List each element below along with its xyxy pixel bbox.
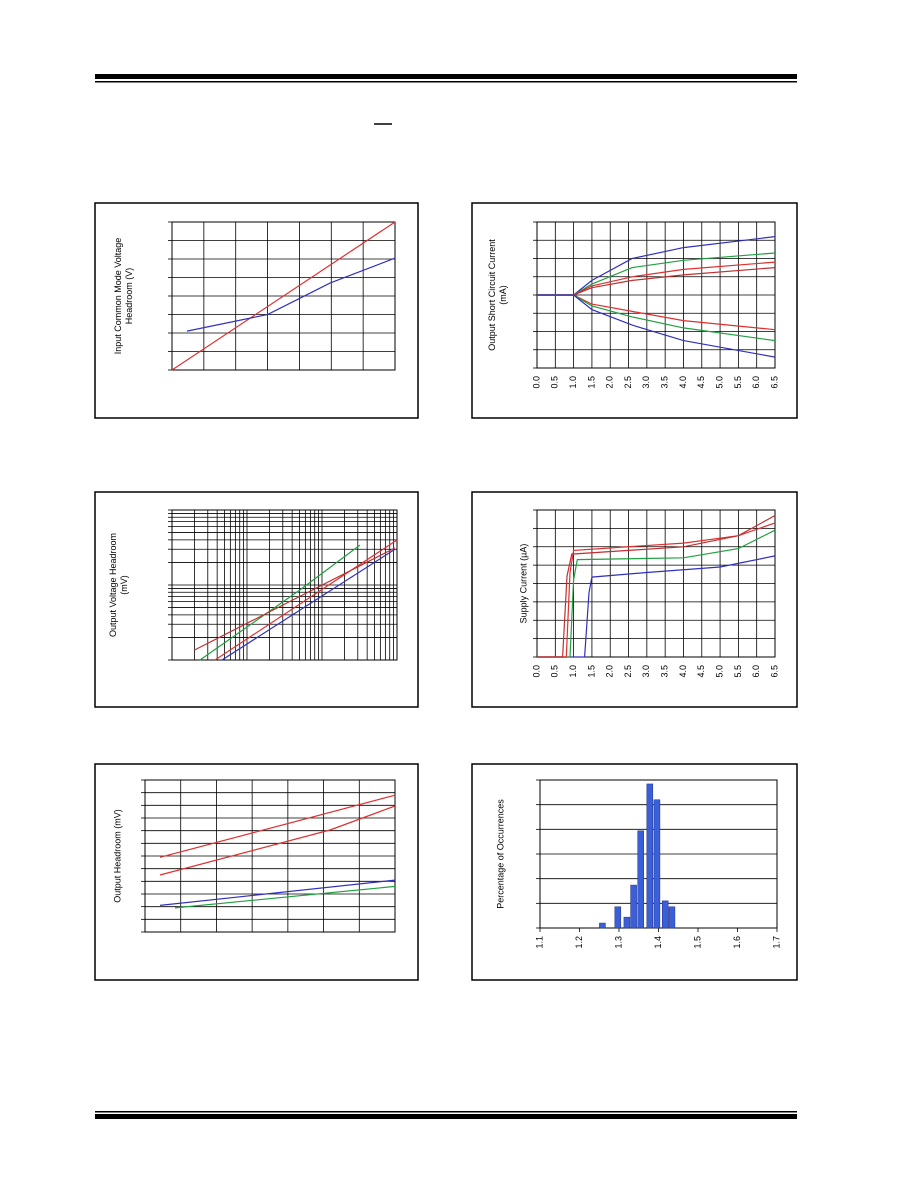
x-tick-label: 5.0	[714, 665, 724, 678]
series-line	[537, 261, 776, 296]
x-tick-label: 3.0	[641, 665, 651, 678]
series-line	[537, 267, 776, 296]
bar	[637, 830, 644, 929]
footer-rule	[95, 1111, 797, 1113]
x-tick-label: 5.5	[733, 376, 743, 389]
x-tick-label: 0.0	[531, 665, 541, 678]
y-axis-label: Supply Current (µA)	[518, 544, 528, 624]
bar	[653, 799, 661, 929]
plot-area	[171, 221, 396, 371]
x-tick-label: 2.5	[623, 376, 633, 389]
series-line	[537, 529, 776, 658]
y-axis-label: (mV)	[119, 575, 129, 595]
bar	[599, 922, 606, 929]
series-line	[174, 885, 396, 909]
x-tick-label: 0.5	[550, 665, 560, 678]
series-line	[537, 236, 776, 296]
panel-frame	[471, 491, 798, 708]
x-tick-label: 6.0	[751, 665, 761, 678]
x-tick-label: 1.0	[568, 376, 578, 389]
series-line	[194, 547, 396, 651]
bar	[646, 783, 654, 929]
x-tick-label: 6.0	[751, 376, 761, 389]
series-line	[159, 794, 396, 858]
series-line	[537, 555, 776, 658]
y-axis-label: Output Headroom (mV)	[112, 809, 122, 903]
panel-frame	[94, 763, 419, 981]
bar	[668, 906, 676, 929]
x-tick-label: 1.7	[771, 936, 781, 949]
x-tick-label: 6.5	[769, 376, 779, 389]
x-tick-label: 3.0	[641, 376, 651, 389]
series-line	[199, 544, 361, 661]
plot-area	[171, 509, 398, 661]
y-axis-label: Output Voltage Headroom	[108, 533, 118, 637]
panel-frame	[471, 763, 798, 981]
y-axis-label: Input Common Mode Voltage	[113, 238, 123, 355]
x-tick-label: 2.0	[605, 376, 615, 389]
panel-frame	[94, 202, 419, 419]
x-tick-label: 1.3	[613, 936, 623, 949]
x-tick-label: 2.5	[623, 665, 633, 678]
footer-rule	[95, 1114, 797, 1119]
x-tick-label: 4.5	[696, 376, 706, 389]
x-tick-label: 1.5	[586, 665, 596, 678]
series-line	[537, 514, 776, 658]
series-line	[537, 294, 776, 358]
bar	[614, 906, 622, 929]
header-rule	[95, 74, 797, 79]
x-tick-label: 2.0	[605, 665, 615, 678]
bar	[630, 884, 637, 929]
plot-area	[536, 509, 776, 658]
panel-frame	[94, 491, 419, 708]
series-line	[221, 548, 396, 661]
x-tick-label: 4.0	[678, 665, 688, 678]
x-tick-label: 3.5	[660, 665, 670, 678]
x-tick-label: 6.5	[769, 665, 779, 678]
x-tick-label: 1.5	[692, 936, 702, 949]
bar	[661, 900, 669, 929]
x-tick-label: 1.4	[653, 936, 663, 949]
series-line	[159, 805, 396, 876]
x-tick-label: 5.5	[733, 665, 743, 678]
series-line	[537, 294, 776, 331]
x-tick-label: 4.5	[696, 665, 706, 678]
series-line	[214, 539, 398, 661]
x-tick-label: 5.0	[714, 376, 724, 389]
x-tick-label: 1.0	[568, 665, 578, 678]
series-line	[537, 252, 776, 296]
x-tick-label: 1.6	[732, 936, 742, 949]
y-axis-label: Headroom (V)	[124, 268, 134, 325]
x-tick-label: 1.5	[586, 376, 596, 389]
series-line	[537, 294, 776, 342]
x-tick-label: 4.0	[678, 376, 688, 389]
series-line	[186, 257, 396, 332]
series-line	[159, 879, 396, 906]
plot-area	[144, 779, 396, 933]
bar	[623, 916, 631, 929]
header-rule	[95, 81, 797, 83]
y-axis-label: (mA)	[498, 285, 508, 305]
panel-frame	[471, 202, 798, 419]
x-tick-label: 0.5	[550, 376, 560, 389]
x-tick-label: 1.2	[574, 936, 584, 949]
x-tick-label: 0.0	[531, 376, 541, 389]
x-tick-label: 1.1	[534, 936, 544, 949]
y-axis-label: Output Short Circuit Current	[487, 239, 497, 351]
y-axis-label: Percentage of Occurrences	[495, 799, 505, 909]
x-tick-label: 3.5	[660, 376, 670, 389]
series-line	[171, 221, 396, 371]
